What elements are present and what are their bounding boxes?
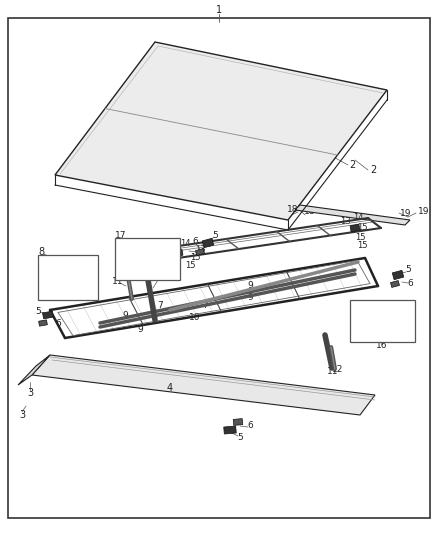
Text: 5: 5 (237, 433, 243, 442)
Bar (350, 300, 415, 342)
Text: 18: 18 (286, 206, 298, 214)
Polygon shape (195, 248, 205, 255)
Text: 5: 5 (405, 265, 411, 274)
Text: 8: 8 (38, 247, 44, 257)
Text: 15: 15 (190, 254, 200, 262)
Polygon shape (233, 418, 243, 425)
Text: 2: 2 (349, 160, 355, 170)
Text: 12: 12 (332, 366, 344, 375)
Text: 2: 2 (370, 165, 376, 175)
Text: 5: 5 (212, 230, 218, 239)
Text: 11: 11 (327, 367, 339, 376)
Text: 12: 12 (154, 273, 166, 282)
Text: 7: 7 (202, 301, 208, 310)
Polygon shape (74, 278, 87, 287)
Text: 14: 14 (180, 239, 190, 248)
Polygon shape (42, 311, 53, 319)
Polygon shape (392, 270, 404, 280)
Polygon shape (18, 355, 50, 385)
Bar (38, 255, 98, 300)
Text: 15: 15 (357, 240, 367, 249)
Text: 14: 14 (353, 214, 363, 222)
Bar (115, 238, 180, 280)
Polygon shape (152, 259, 166, 268)
Text: 6: 6 (407, 279, 413, 287)
Text: 13: 13 (194, 246, 205, 254)
Text: 19: 19 (418, 207, 430, 216)
Polygon shape (224, 426, 236, 434)
Polygon shape (391, 280, 399, 287)
Polygon shape (350, 224, 360, 232)
Polygon shape (139, 254, 155, 263)
Polygon shape (202, 238, 214, 248)
Polygon shape (60, 273, 76, 282)
Text: 4: 4 (167, 383, 173, 393)
Polygon shape (374, 317, 390, 326)
Text: 6: 6 (55, 319, 61, 327)
Text: 3: 3 (19, 410, 25, 420)
Text: 9: 9 (122, 311, 128, 319)
Polygon shape (55, 42, 387, 220)
Text: 17: 17 (115, 230, 127, 239)
Text: 6: 6 (192, 238, 198, 246)
Text: 18: 18 (304, 207, 316, 216)
Polygon shape (295, 205, 410, 225)
Text: 6: 6 (247, 421, 253, 430)
Polygon shape (173, 249, 183, 257)
Text: 5: 5 (35, 306, 41, 316)
Text: 15: 15 (357, 223, 367, 232)
Text: 19: 19 (400, 208, 411, 217)
Text: 15: 15 (355, 233, 365, 243)
Text: 15: 15 (185, 261, 195, 270)
Polygon shape (39, 320, 47, 326)
Text: 9: 9 (137, 326, 143, 335)
Text: 11: 11 (112, 278, 124, 287)
Text: 16: 16 (376, 342, 388, 351)
Text: 9: 9 (247, 294, 253, 303)
Text: 9: 9 (247, 280, 253, 289)
Polygon shape (32, 355, 375, 415)
Text: 10: 10 (189, 313, 201, 322)
Text: 3: 3 (27, 388, 33, 398)
Text: 1: 1 (216, 5, 222, 15)
Polygon shape (388, 320, 400, 329)
Text: 13: 13 (340, 217, 350, 227)
Text: 7: 7 (157, 301, 163, 310)
